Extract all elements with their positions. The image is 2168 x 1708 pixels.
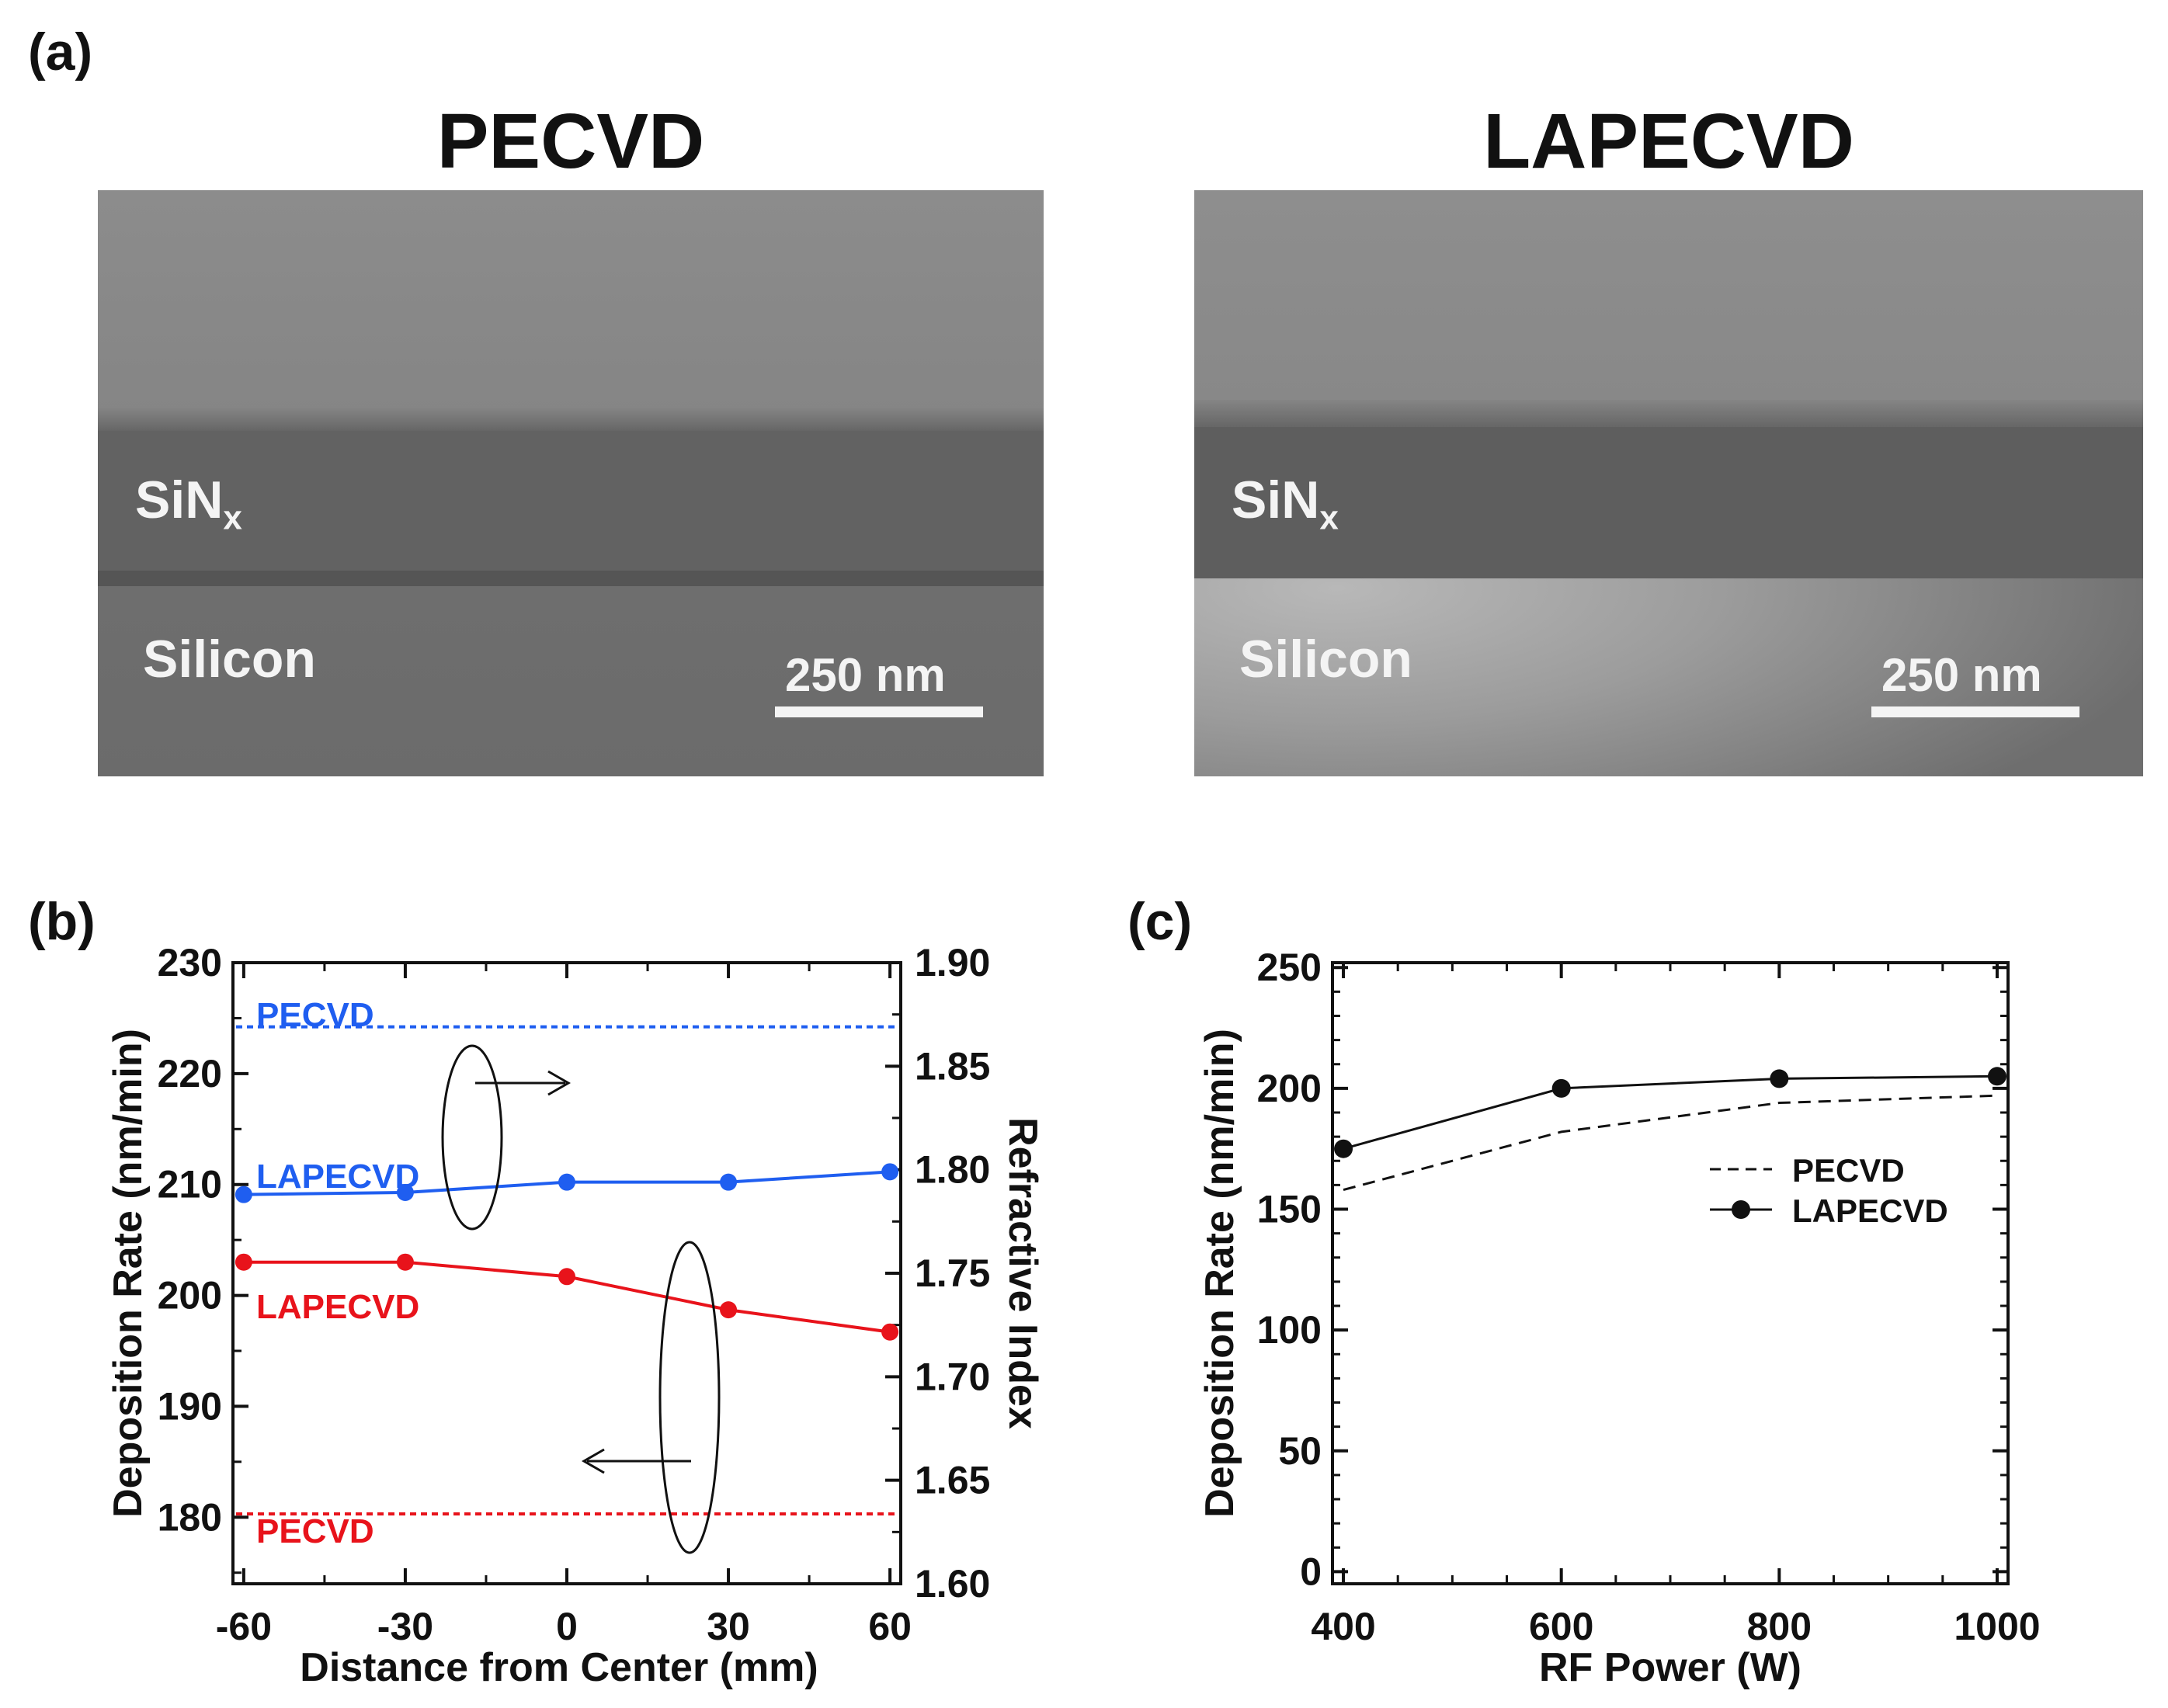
chart-c-xtick-label: 1000 <box>1954 1605 2040 1648</box>
chart-b-y2tick-label: 1.70 <box>915 1355 990 1398</box>
chart-b-lapecvd-blue-point <box>235 1186 252 1203</box>
chart-c-xtick-label: 800 <box>1747 1605 1812 1648</box>
chart-c-xtick-label: 600 <box>1529 1605 1593 1648</box>
sem-lapecvd-layer-label: SiNx <box>1232 470 1339 537</box>
chart-c-lapecvd-point <box>1551 1078 1571 1098</box>
sem-pecvd-scalebar-label: 250 nm <box>785 649 946 701</box>
chart-b-ytick-label: 200 <box>158 1274 222 1317</box>
chart-b-ylabel: Deposition Rate (nm/min) <box>106 1029 151 1518</box>
chart-b-lapecvd-red-point <box>881 1323 899 1341</box>
chart-b-xtick-label: 30 <box>707 1605 750 1648</box>
chart-c-lapecvd-point <box>1987 1067 2006 1086</box>
chart-c-lapecvd-point <box>1334 1139 1353 1158</box>
chart-b-xtick-label: -60 <box>216 1605 272 1648</box>
sem-lapecvd-top-region <box>1194 190 2143 408</box>
chart-b-ytick-label: 190 <box>158 1384 222 1428</box>
sem-lapecvd-sinx-layer <box>1194 427 2143 594</box>
chart-b-xlabel: Distance from Center (mm) <box>300 1645 818 1690</box>
chart-b-xtick-label: 0 <box>556 1605 578 1648</box>
sem-image-pecvd: SiNx Silicon 250 nm <box>98 190 1044 776</box>
chart-b-y2tick-label: 1.80 <box>915 1148 990 1192</box>
chart-b-ellipse-refractive <box>441 1044 503 1231</box>
sem-right-title: LAPECVD <box>1483 98 1854 185</box>
sem-pecvd-top-region <box>98 190 1044 415</box>
chart-c-legend-lapecvd-marker <box>1732 1200 1750 1219</box>
chart-c-legend-pecvd-label: PECVD <box>1792 1152 1905 1189</box>
sem-image-lapecvd: SiNx Silicon 250 nm <box>1194 190 2143 776</box>
sem-lapecvd-scalebar-label: 250 nm <box>1881 649 2042 701</box>
sem-pecvd-substrate-label: Silicon <box>143 630 316 689</box>
chart-c-ytick-label: 200 <box>1257 1067 1322 1110</box>
sem-lapecvd-substrate-label: Silicon <box>1239 630 1412 689</box>
chart-b-lapecvd-blue-point <box>558 1173 575 1191</box>
sem-pecvd-sinx-layer <box>98 431 1044 578</box>
chart-c-ytick-label: 0 <box>1300 1550 1322 1593</box>
chart-c-xlabel: RF Power (W) <box>1539 1645 1801 1690</box>
chart-b-arrow-right-head <box>547 1070 572 1096</box>
chart-c-ytick-label: 250 <box>1257 946 1322 989</box>
chart-b-annotation-lapecvd-red: LAPECVD <box>256 1288 419 1326</box>
chart-b-y2tick-label: 1.65 <box>915 1459 990 1502</box>
chart-b-arrow-left-head <box>581 1448 605 1474</box>
chart-b-ytick-label: 210 <box>158 1163 222 1206</box>
chart-c-frame <box>1331 961 2010 1585</box>
sem-pecvd-silicon-region <box>98 586 1044 776</box>
chart-b-y2tick-label: 1.75 <box>915 1251 990 1295</box>
chart-b-ytick-label: 230 <box>158 941 222 984</box>
chart-b-xtick-label: -30 <box>377 1605 433 1648</box>
chart-b-lapecvd-blue-point <box>396 1184 414 1201</box>
panel-label-c: (c) <box>1127 892 1193 951</box>
chart-c-ylabel: Deposition Rate (nm/min) <box>1197 1029 1242 1518</box>
chart-b-lapecvd-red-point <box>558 1268 575 1286</box>
chart-b-ytick-label: 180 <box>158 1495 222 1539</box>
panel-label-a: (a) <box>28 23 93 82</box>
sem-pecvd-layer-label: SiNx <box>135 470 242 537</box>
chart-c-pecvd-line <box>1343 1094 1998 1192</box>
chart-b-lapecvd-red-point <box>720 1301 738 1319</box>
chart-b-annotation-pecvd-red: PECVD <box>256 1512 374 1550</box>
sem-pecvd-edge <box>98 408 1044 431</box>
chart-b-annotation-lapecvd-blue: LAPECVD <box>256 1158 419 1196</box>
chart-c-lapecvd-line <box>1343 1074 1997 1151</box>
chart-b-annotation-pecvd-blue: PECVD <box>256 996 374 1034</box>
sem-lapecvd-scalebar <box>1871 706 2079 717</box>
sem-lapecvd-edge <box>1194 400 2143 431</box>
chart-c-xtick-label: 400 <box>1311 1605 1375 1648</box>
chart-c-lapecvd-point <box>1770 1069 1789 1088</box>
sem-left-title: PECVD <box>436 98 705 185</box>
chart-b-y2label: Refractive Index <box>1000 1117 1045 1429</box>
chart-c-ytick-label: 150 <box>1257 1188 1322 1231</box>
panel-label-b: (b) <box>28 892 96 951</box>
sem-lapecvd-silicon-region <box>1194 578 2143 776</box>
chart-b-lapecvd-red-point <box>235 1253 252 1271</box>
chart-b-lapecvd-blue-point <box>881 1163 899 1181</box>
chart-b-lapecvd-red-point <box>396 1253 414 1271</box>
chart-c-legend-lapecvd-label: LAPECVD <box>1792 1192 1948 1229</box>
chart-b-ytick-label: 220 <box>158 1052 222 1095</box>
chart-b-y2tick-label: 1.85 <box>915 1044 990 1088</box>
chart-b-y2tick-label: 1.90 <box>915 941 990 984</box>
chart-b-y2tick-label: 1.60 <box>915 1562 990 1606</box>
chart-b-lapecvd-blue-point <box>720 1173 738 1191</box>
sem-pecvd-scalebar <box>775 706 983 717</box>
chart-b-xtick-label: 60 <box>868 1605 912 1648</box>
chart-c-ytick-label: 100 <box>1257 1308 1322 1352</box>
chart-b-ellipse-deposition <box>658 1241 721 1554</box>
chart-c-ytick-label: 50 <box>1278 1429 1322 1473</box>
sem-pecvd-interface <box>98 571 1044 586</box>
